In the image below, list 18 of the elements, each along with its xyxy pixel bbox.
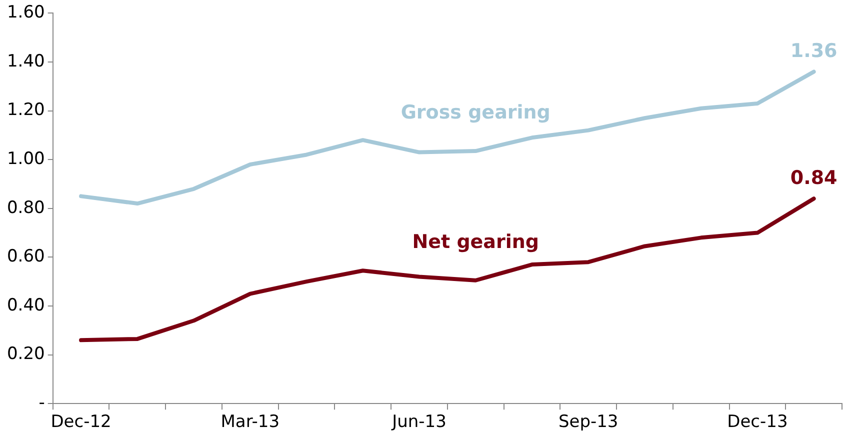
- y-tick-label: 1.20: [6, 100, 45, 120]
- x-tick-label: Mar-13: [220, 412, 280, 432]
- y-tick-label: 0.40: [6, 295, 45, 316]
- y-tick-label: 1.40: [6, 51, 45, 72]
- y-tick-label: 0.80: [6, 198, 45, 218]
- series-label: Net gearing: [412, 230, 540, 253]
- y-tick-label: -: [38, 393, 45, 414]
- y-tick-label: 0.60: [6, 246, 45, 267]
- x-tick-label: Dec-12: [50, 412, 112, 432]
- data-label: 0.84: [790, 167, 838, 190]
- y-tick-label: 1.00: [6, 149, 45, 170]
- x-tick-label: Jun-13: [391, 412, 446, 432]
- y-tick-label: 1.60: [6, 2, 45, 23]
- y-tick-label: 0.20: [6, 344, 45, 364]
- x-tick-label: Sep-13: [558, 412, 618, 432]
- data-label: 1.36: [790, 40, 838, 62]
- x-tick-label: Dec-13: [727, 412, 788, 432]
- series-label: Gross gearing: [400, 101, 550, 124]
